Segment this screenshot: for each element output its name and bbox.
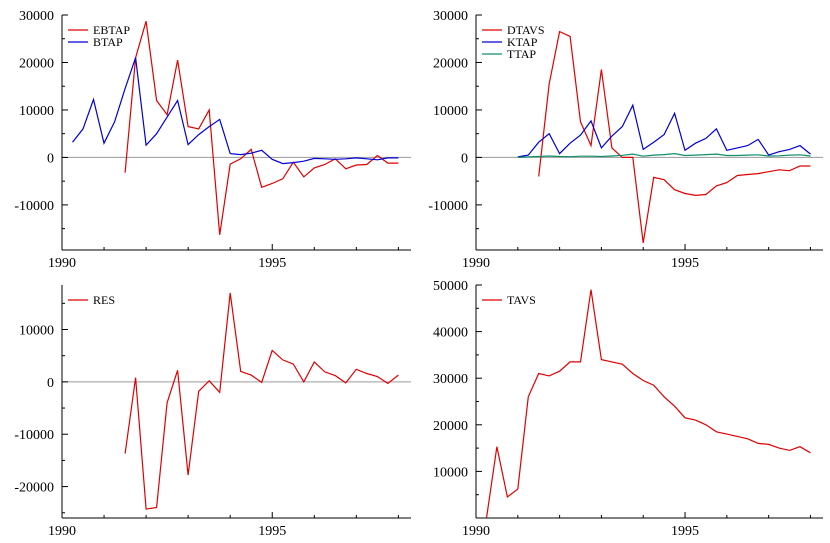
x-tick-label: 1995	[258, 256, 286, 271]
series-line-tavs	[485, 289, 811, 519]
y-tick-label: 0	[47, 151, 54, 166]
chart-panel-3: 1990 1995 10000 0 -10000 -20000 RES	[14, 285, 411, 539]
legend-label: EBTAP	[93, 23, 130, 37]
y-tick-label: 0	[461, 151, 468, 166]
x-tick-label: 1995	[671, 256, 699, 271]
y-tick-label: 10000	[433, 465, 468, 480]
y-tick-label: -10000	[428, 199, 468, 214]
y-tick-label: 20000	[433, 419, 468, 434]
y-tick-label: 50000	[433, 279, 468, 294]
series-line-ebtap	[124, 21, 399, 235]
series-line-dtavs	[538, 30, 811, 243]
y-tick-label: 20000	[19, 56, 54, 71]
y-tick-label: 0	[47, 376, 54, 391]
y-tick-label: 20000	[433, 56, 468, 71]
y-tick-label: 40000	[433, 326, 468, 341]
legend-label: BTAP	[93, 35, 123, 49]
y-tick-label: 30000	[19, 9, 54, 24]
y-tick-label: -10000	[14, 199, 54, 214]
x-tick-label: 1990	[48, 524, 76, 539]
series-line-res	[124, 292, 399, 510]
series-line-ktap	[517, 103, 811, 158]
series-line-btap	[72, 57, 399, 165]
series-line-ttap	[517, 152, 811, 158]
x-tick-label: 1995	[258, 524, 286, 539]
legend-label: KTAP	[507, 35, 538, 49]
legend-label: DTAVS	[507, 23, 545, 37]
legend-label: TTAP	[507, 47, 536, 61]
y-tick-label: -20000	[14, 481, 54, 496]
x-tick-label: 1990	[462, 256, 490, 271]
chart-panel-4: 1990 1995 50000 40000 30000 20000 10000 TAVS	[433, 279, 823, 539]
y-tick-label: 30000	[433, 9, 468, 24]
x-tick-label: 1995	[671, 524, 699, 539]
y-tick-label: 10000	[19, 324, 54, 339]
legend-label: RES	[93, 293, 115, 307]
x-tick-label: 1990	[48, 256, 76, 271]
chart-panel-2: 1990 1995 30000 20000 10000 0 -10000 DTAVSKTAPT…	[428, 9, 823, 271]
y-tick-label: 30000	[433, 372, 468, 387]
y-tick-label: -10000	[14, 428, 54, 443]
y-tick-label: 10000	[433, 104, 468, 119]
x-tick-label: 1990	[462, 524, 490, 539]
y-tick-label: 10000	[19, 104, 54, 119]
legend-label: TAVS	[507, 293, 536, 307]
